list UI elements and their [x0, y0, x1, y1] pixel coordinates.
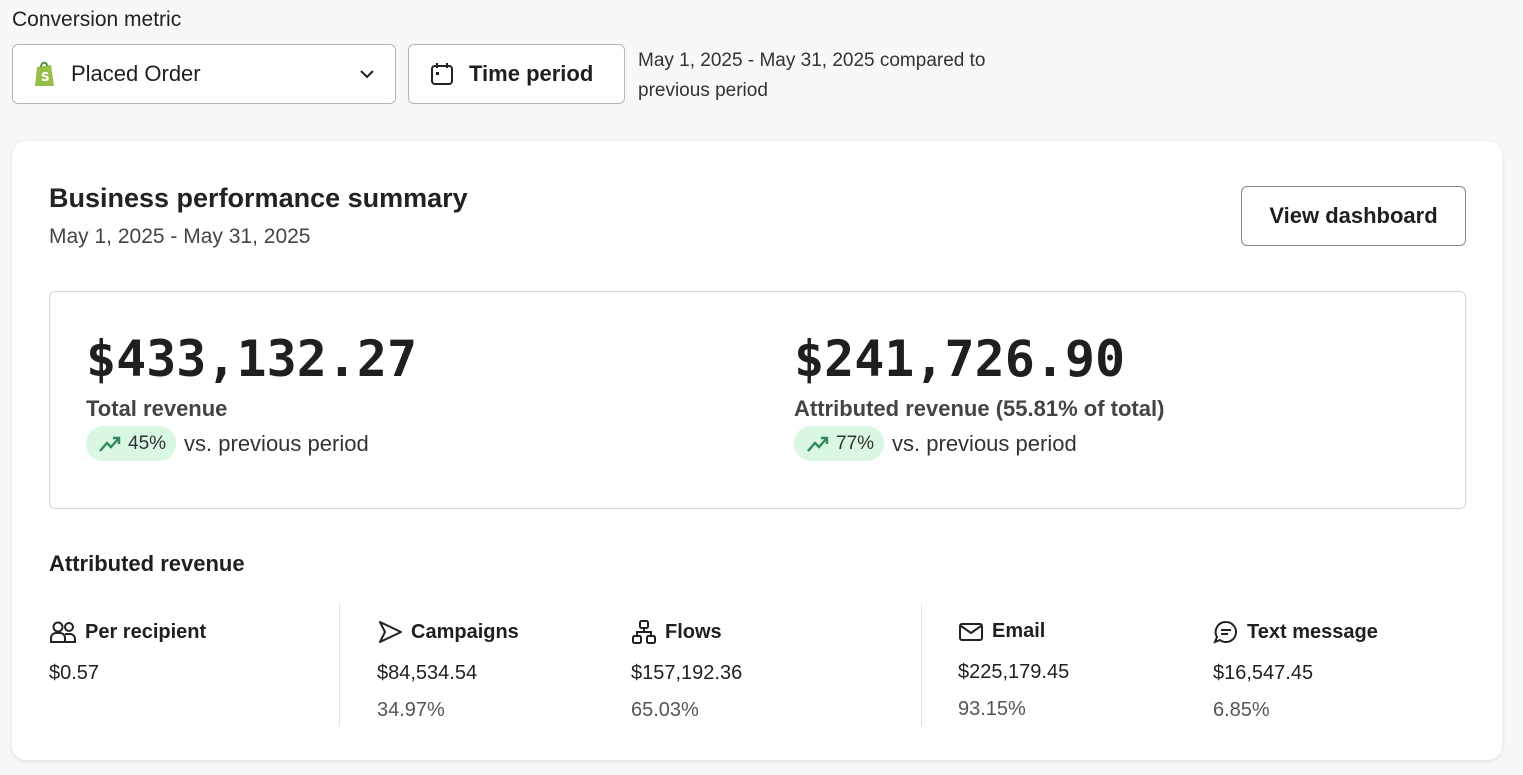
change-badge: 45%: [86, 426, 177, 461]
trend-up-icon: [807, 436, 829, 452]
summary-date-range: May 1, 2025 - May 31, 2025: [49, 225, 311, 248]
total-revenue-metric: $433,132.27 Total revenue 45% vs. previou…: [86, 330, 417, 461]
stat-percent: 93.15%: [958, 698, 1026, 720]
stat-label: Text message: [1247, 620, 1378, 643]
divider: [921, 604, 922, 726]
stat-label: Campaigns: [411, 620, 519, 643]
attributed-revenue-value: $241,726.90: [794, 330, 1126, 388]
change-value: 45%: [128, 432, 167, 454]
stat-value: $84,534.54: [377, 662, 478, 684]
time-period-label: Time period: [469, 61, 594, 86]
email-icon: [959, 622, 983, 641]
flow-icon: [632, 620, 656, 644]
email-stat: Email $225,179.45 93.15%: [958, 620, 1069, 721]
time-period-button[interactable]: Time period: [408, 44, 625, 104]
conversion-metric-select[interactable]: S Placed Order: [12, 44, 396, 104]
change-value: 77%: [836, 432, 875, 454]
flows-stat: Flows $157,192.36 65.03%: [631, 620, 742, 722]
stat-percent: 6.85%: [1213, 699, 1270, 721]
change-suffix: vs. previous period: [892, 430, 1077, 456]
chevron-down-icon: [360, 70, 374, 79]
chat-icon: [1213, 620, 1237, 644]
send-icon: [379, 621, 402, 643]
divider: [339, 604, 340, 726]
page-title: Business performance summary: [49, 183, 468, 213]
stat-value: $0.57: [49, 662, 100, 684]
total-revenue-label: Total revenue: [86, 396, 228, 421]
attributed-revenue-label: Attributed revenue (55.81% of total): [794, 396, 1165, 421]
per-recipient-stat: Per recipient $0.57: [49, 620, 206, 685]
stat-label: Per recipient: [85, 620, 207, 643]
date-range-text: May 1, 2025 - May 31, 2025 compared to p…: [638, 50, 986, 101]
stat-percent: 34.97%: [377, 699, 445, 721]
total-revenue-value: $433,132.27: [86, 330, 418, 388]
attributed-revenue-heading: Attributed revenue: [49, 551, 245, 576]
stat-value: $157,192.36: [631, 662, 743, 684]
stat-label: Email: [992, 620, 1046, 642]
attributed-revenue-metric: $241,726.90 Attributed revenue (55.81% o…: [794, 330, 1164, 461]
change-badge: 77%: [794, 426, 885, 461]
conversion-metric-label: Conversion metric: [12, 8, 182, 31]
people-icon: [50, 621, 76, 643]
stat-percent: 65.03%: [631, 699, 699, 721]
stat-label: Flows: [665, 620, 722, 643]
calendar-icon: [431, 63, 453, 85]
view-dashboard-button[interactable]: View dashboard: [1241, 186, 1466, 246]
selected-metric: Placed Order: [71, 61, 201, 86]
stat-value: $16,547.45: [1213, 662, 1314, 684]
stat-value: $225,179.45: [958, 661, 1070, 683]
change-suffix: vs. previous period: [184, 430, 369, 456]
text-message-stat: Text message $16,547.45 6.85%: [1213, 620, 1378, 722]
revenue-box: [49, 291, 1466, 509]
shopify-icon: S: [35, 61, 54, 86]
svg-text:S: S: [41, 70, 50, 84]
campaigns-stat: Campaigns $84,534.54 34.97%: [377, 620, 519, 722]
trend-up-icon: [99, 436, 121, 452]
